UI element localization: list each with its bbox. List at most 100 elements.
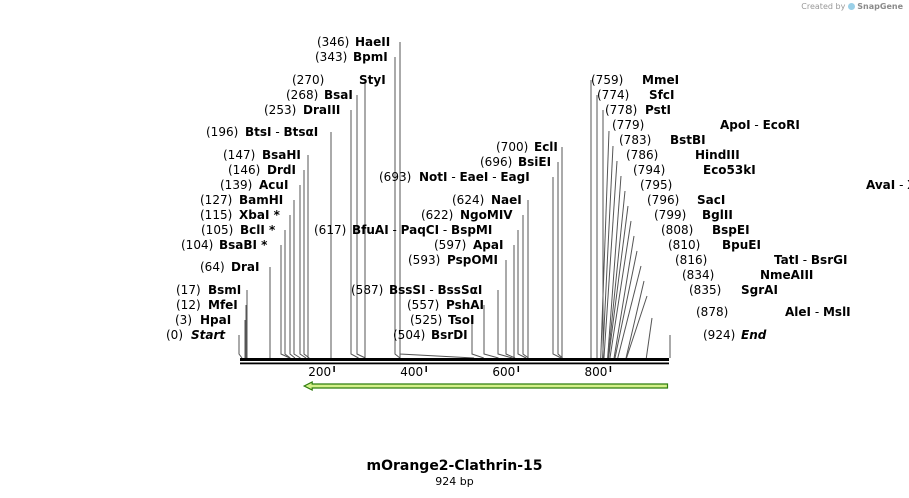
left-label-6: (147) BsaHI (223, 148, 301, 162)
credit-text: Created by (801, 2, 846, 11)
enzyme-name: NaeI (491, 193, 522, 207)
leader-line (602, 145, 614, 359)
left-label-16: (3) HpaI (175, 313, 231, 327)
site-position: (557) (407, 298, 439, 312)
leader-line (497, 290, 513, 359)
leader-line (284, 230, 291, 359)
enzyme-name: HpaI (200, 313, 231, 327)
leader-line (617, 265, 642, 359)
site-position: (759) (591, 73, 623, 87)
feature-arrow-shape (302, 381, 669, 391)
site-position: (346) (317, 35, 349, 49)
site-position: (835) (689, 283, 721, 297)
enzyme-name: SfcI (649, 88, 674, 102)
enzyme-name: TsoI (448, 313, 474, 327)
right-label-15: (878) AleI - MslI (696, 305, 851, 319)
left-label-8: (139) AcuI (220, 178, 288, 192)
site-position: (597) (434, 238, 466, 252)
middle-label-11: (504) BsrDI (393, 328, 468, 342)
site-position: (778) (605, 103, 637, 117)
leader-line (293, 200, 301, 359)
enzyme-name: EagI (500, 170, 529, 184)
enzyme-names: BsaBI * (219, 238, 268, 252)
right-label-7: (795) AvaI - XhoI - BsoBI - PaeR7I (640, 178, 909, 192)
site-position: (816) (675, 253, 707, 267)
enzyme-names: DrdI (267, 163, 296, 177)
enzyme-name: NgoMIV (460, 208, 513, 222)
leader-line (299, 185, 307, 359)
site-position: (104) (181, 238, 213, 252)
right-label-5: (786) HindIII (626, 148, 740, 162)
right-label-1: (774) SfcI (597, 88, 674, 102)
right-label-10: (808) BspEI (661, 223, 750, 237)
site-position: (795) (640, 178, 672, 192)
middle-label-6: (597) ApaI (434, 238, 503, 252)
site-position: (0) (166, 328, 183, 342)
name-separator: - (426, 283, 438, 297)
enzyme-name: AcuI (259, 178, 288, 192)
name-separator: - (272, 125, 284, 139)
enzyme-name: BsaHI (262, 148, 301, 162)
leader-lines (238, 42, 671, 359)
enzyme-names: MmeI (642, 73, 679, 87)
enzyme-name: BsrDI (431, 328, 468, 342)
site-position: (525) (410, 313, 442, 327)
enzyme-names: DraIII (303, 103, 340, 117)
left-label-15: (12) MfeI (176, 298, 238, 312)
enzyme-names: BpuEI (722, 238, 761, 252)
enzyme-name: EaeI (459, 170, 488, 184)
enzyme-name: HindIII (695, 148, 740, 162)
middle-label-7: (593) PspOMI (408, 253, 498, 267)
site-position: (12) (176, 298, 201, 312)
axis-ticks: 200 400 600 800 (308, 365, 612, 379)
site-position: (878) (696, 305, 728, 319)
enzyme-names: BclI * (240, 223, 276, 237)
left-label-3: (268) BsaI (286, 88, 353, 102)
enzyme-names: BfuAI - PaqCI - BspMI (352, 223, 492, 237)
enzyme-name: BstBI (670, 133, 706, 147)
leader-line (399, 335, 475, 359)
backbone-top-strand (240, 358, 669, 361)
site-position: (115) (200, 208, 232, 222)
enzyme-name: BspEI (712, 223, 750, 237)
right-label-6: (794) Eco53kI (633, 163, 756, 177)
right-label-3: (779) ApoI - EcoRI (612, 118, 800, 132)
enzyme-names: BamHI (239, 193, 283, 207)
leader-line (289, 215, 296, 359)
site-position: (105) (201, 223, 233, 237)
middle-label-4: (622) NgoMIV (421, 208, 513, 222)
leader-line (607, 175, 622, 359)
enzyme-names: SgrAI (741, 283, 778, 297)
enzyme-names: BtsI - BtsαI (245, 125, 318, 139)
leader-line (483, 305, 499, 359)
name-separator: - (488, 170, 500, 184)
site-position: (196) (206, 125, 238, 139)
enzyme-names: BsmI (208, 283, 241, 297)
enzyme-names: TsoI (448, 313, 474, 327)
backbone-bottom-strand (240, 362, 669, 365)
left-label-13: (64) DraI (200, 260, 259, 274)
enzyme-name: PshAI (446, 298, 484, 312)
enzyme-names: StyI (359, 73, 386, 87)
middle-label-8: (587) BssSI - BssSαI (351, 283, 482, 297)
site-position: (64) (200, 260, 225, 274)
enzyme-name: BfuAI (352, 223, 389, 237)
enzyme-names: BstBI (670, 133, 706, 147)
leader-line (608, 205, 629, 359)
site-position: (504) (393, 328, 425, 342)
site-position: (834) (682, 268, 714, 282)
middle-label-2: (693) NotI - EaeI - EagI (379, 170, 530, 184)
leader-line (238, 335, 243, 359)
enzyme-name: PstI (645, 103, 671, 117)
enzyme-names: BglII (702, 208, 733, 222)
left-label-7: (146) DrdI (228, 163, 296, 177)
left-label-10: (115) XbaI * (200, 208, 281, 222)
enzyme-name: BsaI (324, 88, 353, 102)
enzyme-name: BssSαI (438, 283, 483, 297)
left-label-1: (343) BpmI (315, 50, 388, 64)
enzyme-names: PshAI (446, 298, 484, 312)
enzyme-name: SgrAI (741, 283, 778, 297)
feature-arrow (302, 381, 669, 391)
enzyme-names: BpmI (353, 50, 388, 64)
middle-label-1: (696) BsiEI (480, 155, 551, 169)
